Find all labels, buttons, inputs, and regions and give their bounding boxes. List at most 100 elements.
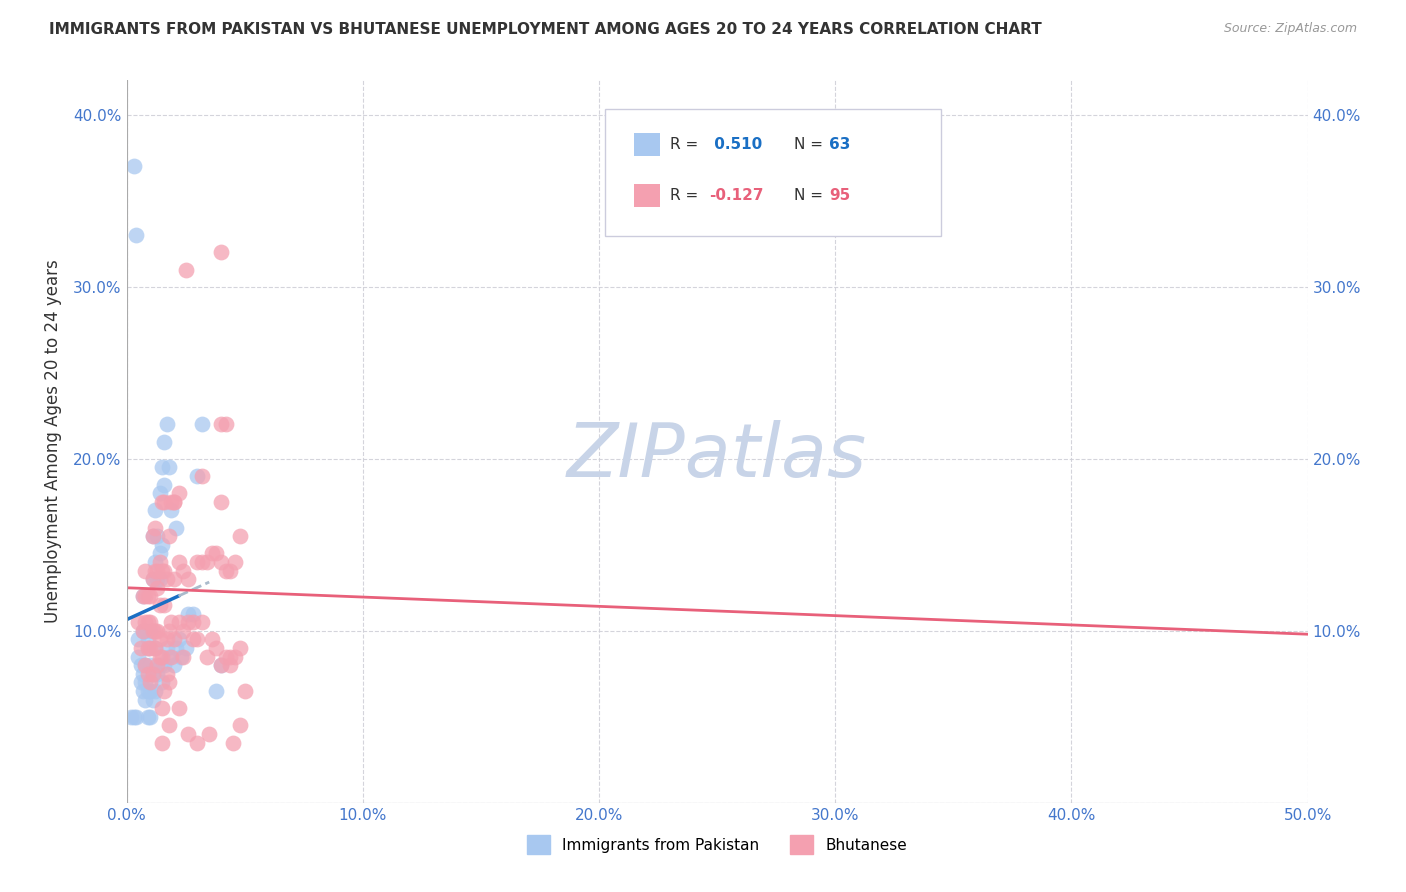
Point [198,727,221,741]
Point [132,666,155,681]
Point [146,658,169,673]
Point [149,632,172,647]
Point [149,486,172,500]
Point [163,658,186,673]
Point [215,417,238,432]
Point [157,529,180,543]
Point [191,555,214,569]
Point [167,632,190,647]
Point [139,624,162,638]
Point [150,675,173,690]
Point [209,658,232,673]
Point [136,684,159,698]
Point [156,572,179,586]
Point [127,615,149,630]
Point [127,649,149,664]
Point [167,615,190,630]
Point [141,529,163,543]
Point [141,692,163,706]
Point [174,262,197,277]
Point [134,658,156,673]
Point [141,572,163,586]
Point [215,564,238,578]
Point [219,649,242,664]
Point [149,658,172,673]
Point [153,598,176,612]
Point [143,640,166,655]
Point [160,615,183,630]
Point [132,624,155,638]
Point [172,624,194,638]
Point [143,555,166,569]
Point [134,615,156,630]
Point [177,615,200,630]
Point [139,658,162,673]
Point [125,710,148,724]
Point [136,710,159,724]
Point [219,658,242,673]
Point [233,684,256,698]
Point [153,494,176,508]
Text: 63: 63 [830,137,851,152]
Point [146,564,169,578]
Point [150,649,173,664]
Point [157,675,180,690]
Point [224,555,246,569]
Point [163,494,186,508]
Point [132,624,155,638]
Point [139,590,162,604]
Point [153,658,176,673]
Point [167,555,190,569]
Point [200,546,222,560]
Point [191,469,214,483]
Legend: Immigrants from Pakistan, Bhutanese: Immigrants from Pakistan, Bhutanese [522,830,912,860]
Point [157,624,180,638]
Point [215,649,238,664]
Point [134,590,156,604]
Point [157,718,180,732]
Bar [634,184,661,207]
Point [146,624,169,638]
Point [134,692,156,706]
Point [157,460,180,475]
Point [181,632,204,647]
Point [156,632,179,647]
Point [146,666,169,681]
Text: 95: 95 [830,187,851,202]
Point [143,684,166,698]
Point [149,572,172,586]
Point [160,503,183,517]
Point [181,615,204,630]
Point [149,649,172,664]
Point [224,649,246,664]
Point [177,727,200,741]
Point [163,572,186,586]
Point [229,640,252,655]
Point [186,555,208,569]
Point [209,658,232,673]
Point [156,417,179,432]
Point [134,658,156,673]
Point [186,469,208,483]
Point [205,640,228,655]
Point [143,503,166,517]
Point [136,615,159,630]
Point [139,710,162,724]
Text: N =: N = [794,187,823,202]
Point [134,624,156,638]
Point [149,555,172,569]
Point [177,572,200,586]
Point [172,649,194,664]
Point [136,640,159,655]
Point [149,598,172,612]
Point [122,710,145,724]
Point [129,675,152,690]
Text: R =: R = [669,187,697,202]
Point [141,529,163,543]
Point [200,632,222,647]
Point [165,640,187,655]
Point [141,572,163,586]
Point [177,607,200,621]
Text: N =: N = [794,137,823,152]
Point [195,649,218,664]
